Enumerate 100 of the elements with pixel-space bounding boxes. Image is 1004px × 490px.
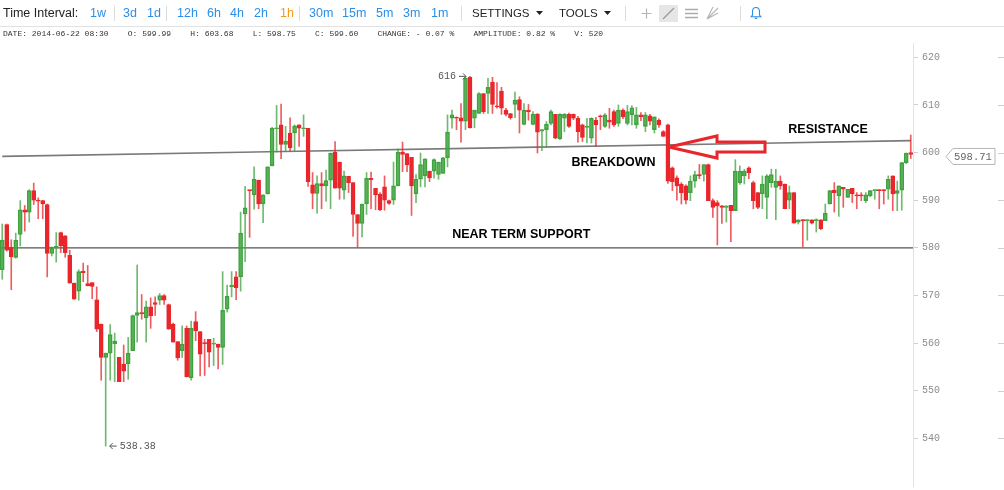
candlestick (804, 219, 810, 241)
candlestick (706, 163, 711, 201)
candlestick (373, 187, 378, 211)
candlestick (584, 117, 590, 144)
candlestick (436, 161, 441, 180)
candlestick (346, 176, 351, 193)
candlestick (494, 82, 500, 109)
candlestick (265, 166, 270, 195)
candlestick (364, 172, 369, 215)
candlestick (773, 168, 779, 221)
text: 1h (280, 6, 294, 20)
candlestick (328, 152, 333, 210)
candlestick (409, 156, 414, 216)
candlestick (688, 175, 693, 201)
candlestick (535, 113, 540, 154)
chart-subtitle: DATE: 2014-06-22 08:30 O: 599.99 H: 603.68 L: 598.75 C: 599.60 CHANGE: - 0.07 % AMPLITUDE: 0.82 % V: 520 (3, 28, 604, 40)
candlestick (589, 117, 594, 144)
candlestick (85, 265, 91, 287)
candlestick (643, 112, 648, 132)
text: 598.71 (954, 150, 992, 163)
candlestick (908, 134, 913, 159)
candlestick (125, 337, 131, 380)
candlestick (193, 311, 198, 342)
text: 3m (403, 6, 421, 20)
candlestick (481, 93, 486, 114)
candlestick (733, 159, 738, 211)
candlestick (400, 141, 405, 172)
candlestick (22, 205, 28, 232)
candlestick (679, 182, 684, 205)
candlestick (283, 126, 288, 152)
candlestick (445, 114, 450, 168)
candlestick (310, 172, 315, 210)
annotation: BREAKDOWN (571, 154, 656, 169)
text: 1d (147, 6, 161, 20)
candlestick (715, 200, 720, 246)
candlestick (858, 192, 864, 201)
candlestick (795, 219, 801, 225)
candlestick (544, 121, 549, 148)
y-tick-label: 580 (922, 242, 941, 254)
candlestick (760, 175, 765, 210)
text: 12h (177, 6, 198, 20)
y-tick-label: 570 (922, 290, 941, 302)
y-tick-label: 540 (922, 433, 941, 445)
candlestick (382, 175, 387, 211)
candlestick (652, 116, 657, 134)
candlestick (418, 152, 423, 188)
text: 6h (207, 6, 221, 20)
candlestick (107, 324, 113, 381)
candlestick (800, 219, 806, 248)
candlestick (301, 114, 306, 137)
y-tick-label: 550 (922, 385, 941, 397)
annotation: 538.38 (119, 440, 156, 452)
candlestick (742, 168, 747, 185)
candlestick (553, 114, 558, 140)
text: 4h (230, 6, 244, 20)
ref-line-label: NEAR TERM SUPPORT (452, 227, 591, 242)
candlestick (836, 185, 842, 217)
candlestick (894, 180, 900, 211)
candlestick (211, 338, 216, 366)
candlestick (539, 129, 545, 151)
candlestick (121, 344, 127, 383)
candlestick (220, 271, 225, 365)
candlestick (391, 161, 396, 205)
candlestick (625, 105, 630, 126)
candlestick (427, 170, 432, 182)
candlestick (854, 192, 860, 210)
candlestick (143, 300, 149, 343)
text: 30m (309, 6, 334, 20)
candlestick (634, 106, 639, 129)
y-tick-label: 600 (922, 147, 941, 159)
candlestick (463, 76, 468, 131)
candlestick (840, 187, 846, 208)
text: 2h (254, 6, 268, 20)
candlestick (751, 180, 756, 210)
y-tick-label: 620 (922, 51, 941, 63)
candlestick (454, 116, 459, 131)
text: 1m (431, 6, 449, 20)
candlestick (616, 104, 621, 127)
candlestick (319, 172, 324, 210)
candlestick (831, 182, 837, 213)
y-tick-label: 560 (922, 337, 941, 349)
candlestick (148, 297, 153, 329)
candlestick (355, 214, 360, 248)
text: 15m (342, 6, 367, 20)
candlestick (719, 205, 725, 224)
candlestick (238, 211, 243, 292)
text: 5m (376, 6, 394, 20)
text: SETTINGS (472, 7, 530, 19)
candlestick (598, 114, 603, 131)
candlestick (508, 113, 513, 120)
candlestick (490, 76, 495, 114)
annotation: 616 (437, 70, 456, 82)
candlestick (292, 124, 297, 152)
text: 3d (123, 6, 137, 20)
candlestick (256, 179, 261, 210)
y-tick-label: 610 (922, 99, 941, 111)
y-tick-label: 590 (922, 194, 941, 206)
candlestick (157, 293, 162, 305)
candlestick (724, 205, 729, 223)
text: Time Interval: (3, 6, 79, 20)
